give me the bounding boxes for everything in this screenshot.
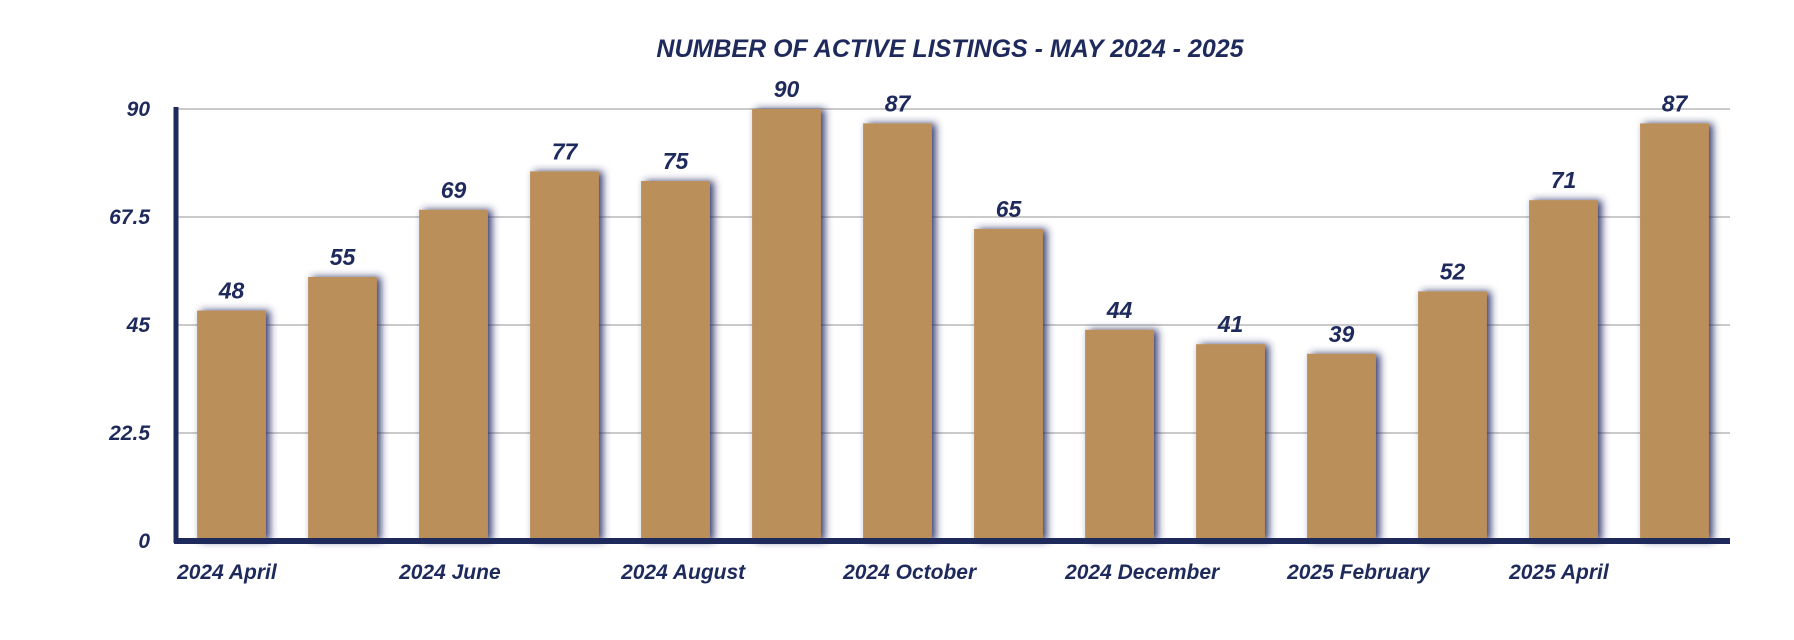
x-tick-label: 2024 April: [176, 561, 278, 584]
bar: [974, 229, 1043, 541]
x-tick-label: 2024 December: [1064, 561, 1221, 584]
bar: [197, 310, 266, 541]
bar: [530, 171, 599, 541]
bar-value-label: 77: [552, 138, 579, 164]
bar: [752, 109, 821, 541]
bar-value-label: 41: [1217, 311, 1244, 337]
gridlines: [176, 108, 1730, 434]
bar: [1307, 353, 1376, 541]
y-tick-label: 0: [138, 530, 150, 553]
x-tick-label: 2024 June: [398, 561, 501, 584]
bar-value-label: 39: [1329, 321, 1355, 347]
y-tick-label: 67.5: [109, 206, 150, 229]
x-tick-label: 2024 August: [620, 561, 746, 584]
chart-title: NUMBER OF ACTIVE LISTINGS - MAY 2024 - 2…: [656, 35, 1244, 63]
bar: [1196, 344, 1265, 541]
axes: 0 22.5 45 67.5 90 2024 April 2024 June 2024 Aug…: [108, 98, 1730, 584]
x-tick-label: 2024 October: [842, 561, 978, 584]
bar-value-label: 65: [996, 196, 1023, 222]
bar: [1085, 329, 1154, 541]
y-tick-label: 22.5: [108, 422, 150, 445]
bar: [308, 277, 377, 541]
bar-value-label: 55: [330, 244, 357, 270]
bar: [1418, 291, 1487, 541]
bars: [197, 109, 1709, 542]
x-tick-label: 2025 February: [1286, 561, 1431, 584]
bar-value-label: 71: [1551, 167, 1577, 193]
bar: [1640, 123, 1709, 542]
bar-value-label: 87: [1662, 90, 1689, 116]
y-tick-label: 90: [127, 98, 151, 121]
bar-value-label: 44: [1106, 297, 1133, 323]
bar: [419, 209, 488, 542]
bar-value-label: 52: [1440, 258, 1466, 284]
y-tick-label: 45: [126, 314, 151, 337]
data-labels: 48 55 69 77 75 90 87 65 44 41 39 52 71 87: [218, 76, 1689, 347]
x-tick-label: 2025 April: [1508, 561, 1610, 584]
bar: [641, 181, 710, 541]
bar-value-label: 69: [441, 177, 467, 203]
bar-value-label: 87: [885, 90, 912, 116]
bar-value-label: 90: [774, 76, 800, 102]
bar-value-label: 48: [218, 278, 245, 304]
bar: [863, 123, 932, 542]
bar: [1529, 200, 1598, 541]
bar-value-label: 75: [663, 148, 690, 174]
